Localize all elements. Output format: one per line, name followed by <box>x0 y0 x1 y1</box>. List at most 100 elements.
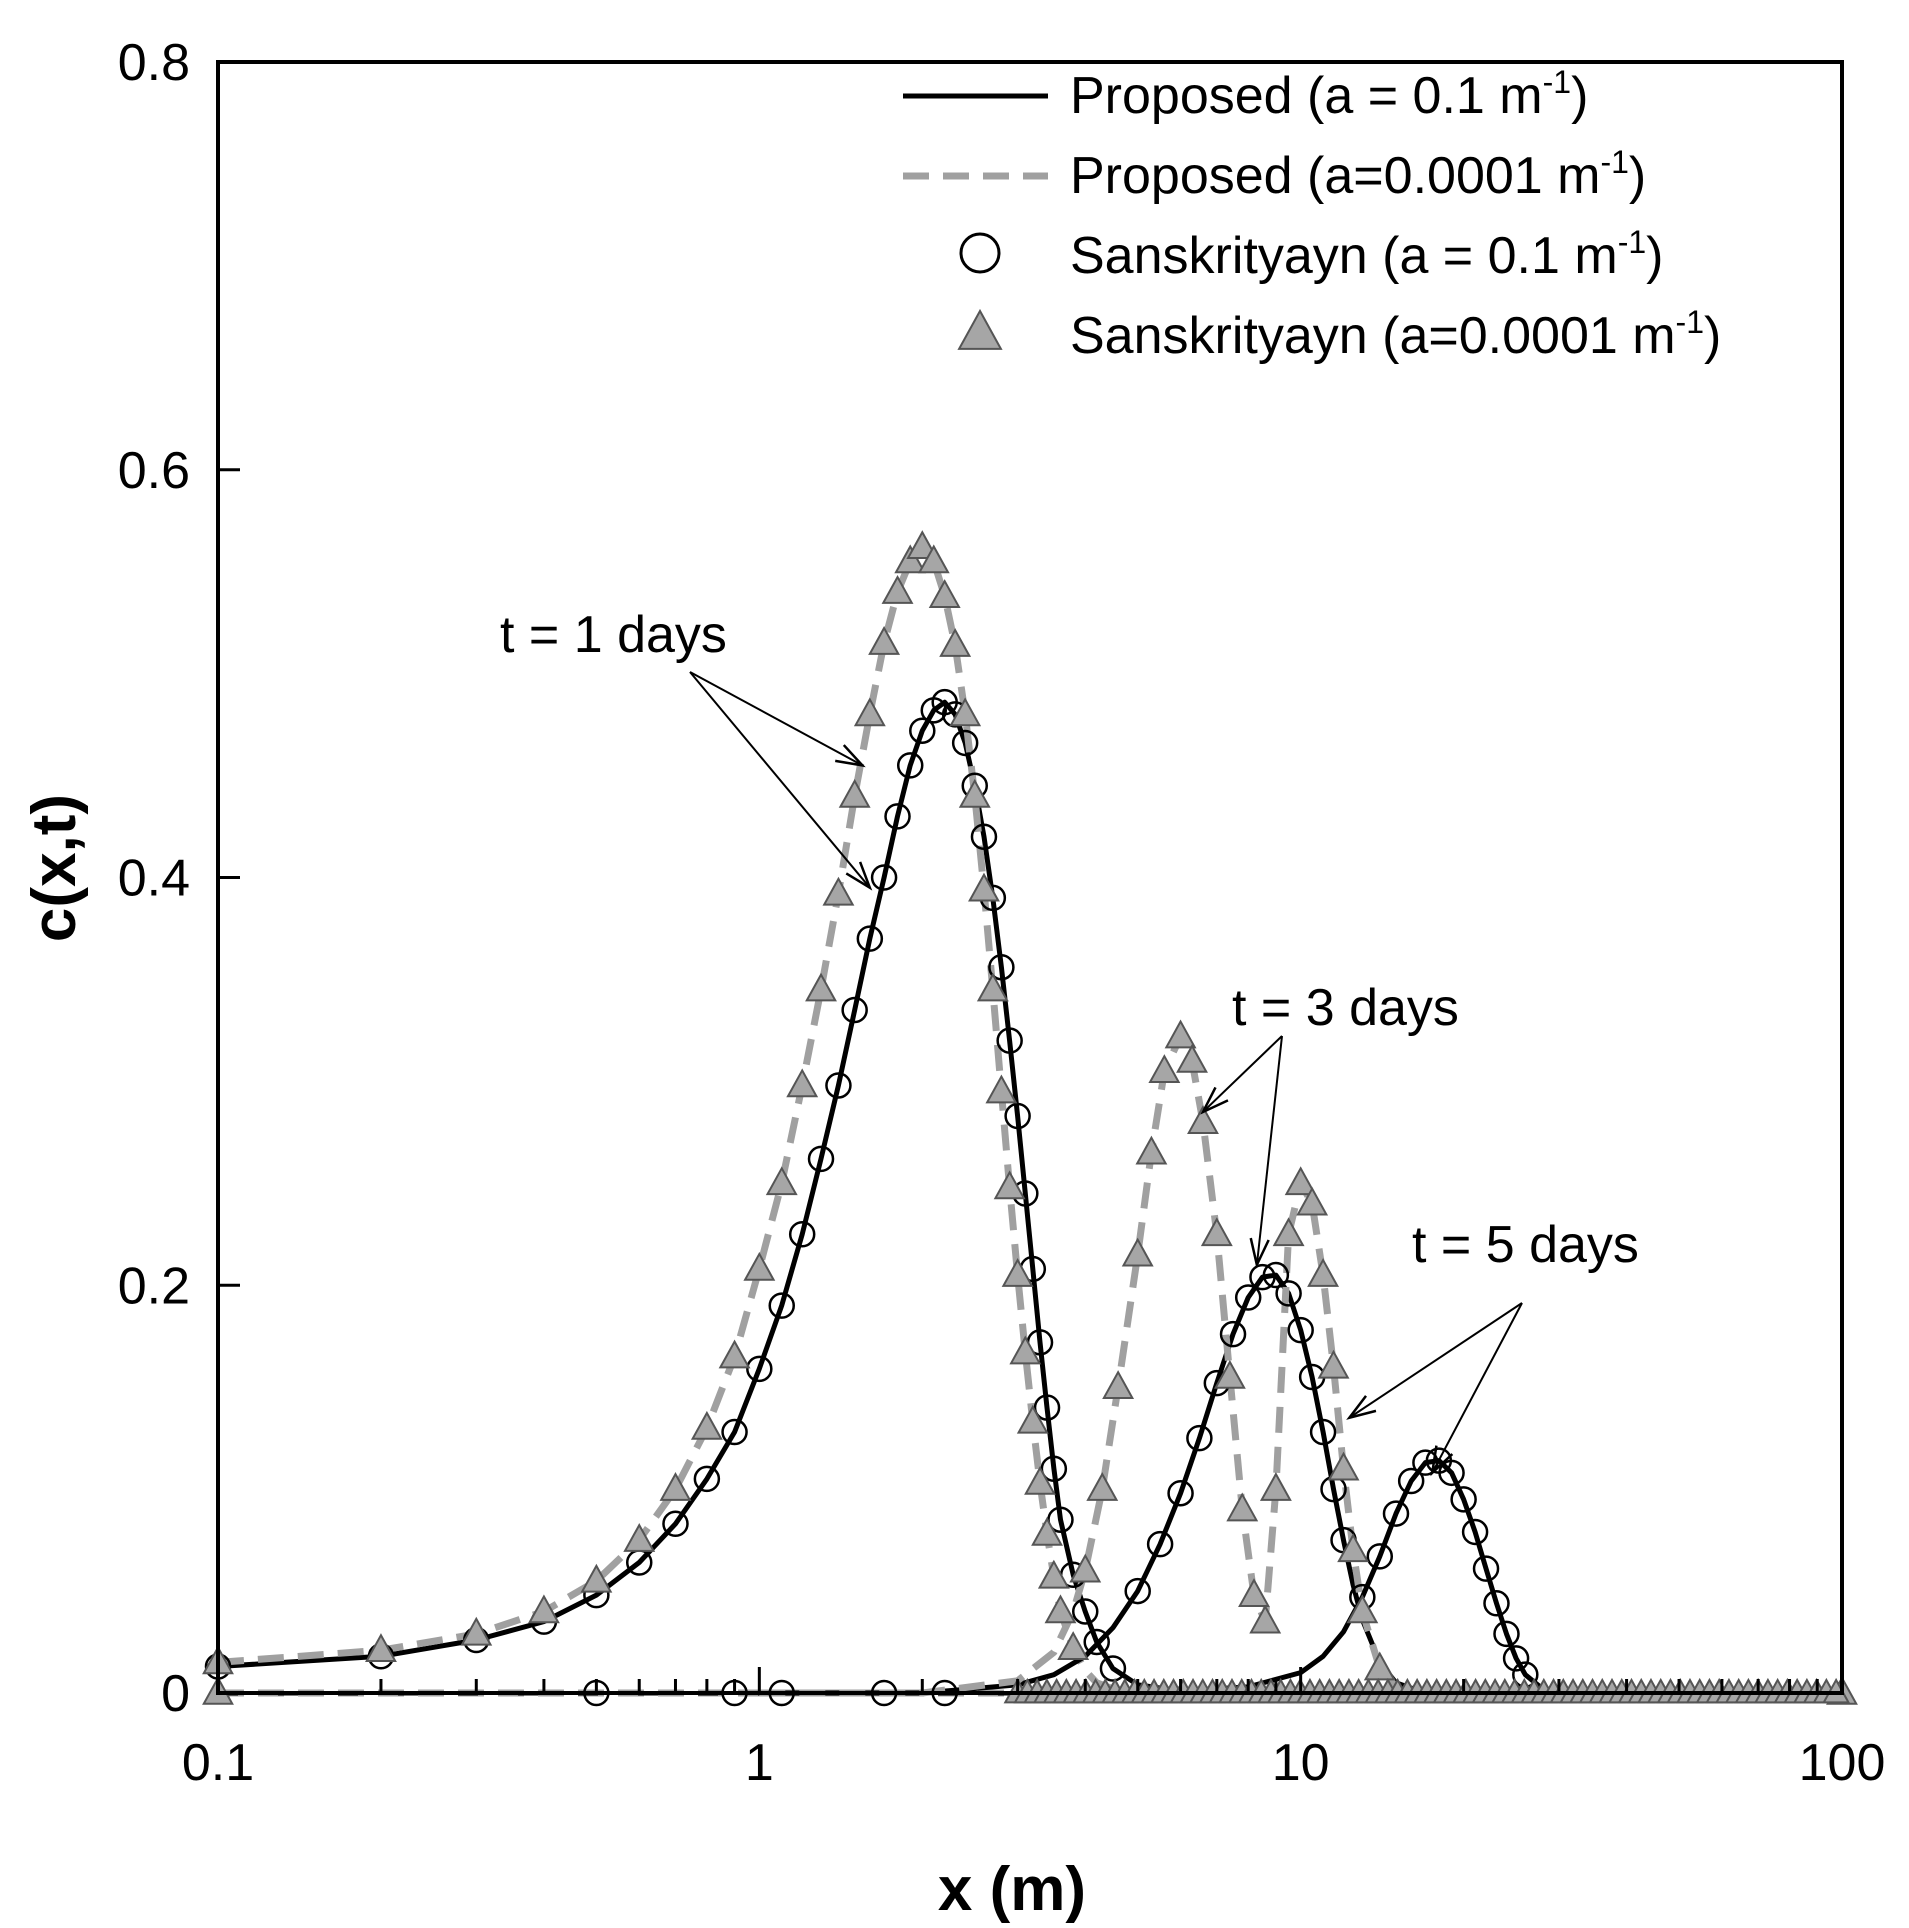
legend-entry-prop_00001: Proposed (a=0.0001 m-1) <box>903 144 1646 205</box>
circle-marker <box>768 1292 795 1319</box>
circle-marker <box>825 1072 852 1099</box>
triangle-marker <box>1272 1217 1305 1247</box>
circle-marker <box>1083 1628 1110 1656</box>
triangle-marker <box>1102 1370 1135 1399</box>
circle-marker <box>1472 1555 1500 1582</box>
legend-label: Sanskrityayn (a = 0.1 m-1) <box>1070 224 1663 285</box>
triangle-marker <box>786 1068 819 1098</box>
triangle-marker <box>1135 1135 1168 1165</box>
circle-marker <box>788 1221 816 1248</box>
legend-label: Proposed (a=0.0001 m-1) <box>1070 144 1646 205</box>
annotation-label: t = 1 days <box>500 606 727 664</box>
axes-layer: 0.1 1 10 100 0 0.2 0.4 0.6 0.8 <box>118 34 1886 1792</box>
triangle-marker <box>805 972 837 1002</box>
annotation-arrow-line <box>689 671 863 767</box>
triangle-marker <box>1213 1359 1246 1389</box>
triangle-marker <box>917 544 950 574</box>
triangle-marker <box>1044 1594 1077 1624</box>
x-tick-label: 100 <box>1799 1734 1886 1792</box>
triangle-marker <box>1016 1404 1049 1434</box>
triangle-marker <box>460 1616 493 1646</box>
triangle-marker <box>718 1339 751 1369</box>
circle-marker <box>1493 1620 1520 1648</box>
triangle-marker <box>765 1166 798 1196</box>
circle-marker <box>1071 1598 1099 1625</box>
circle-marker <box>1099 1655 1127 1682</box>
triangle-marker <box>939 628 972 657</box>
legend-entry-sans_01: Sanskrityayn (a = 0.1 m-1) <box>959 224 1663 285</box>
triangle-marker <box>1086 1472 1119 1501</box>
series-line-1 <box>217 543 1181 1697</box>
triangle-marker <box>580 1563 613 1593</box>
circle-marker <box>1262 1261 1290 1289</box>
y-tick-label: 0.6 <box>118 442 190 500</box>
triangle-marker <box>1069 1553 1102 1583</box>
circle-marker <box>1004 1102 1031 1130</box>
circle-marker <box>1040 1455 1068 1482</box>
circle-marker <box>1124 1577 1151 1605</box>
annotation-arrowhead <box>1430 1445 1454 1477</box>
triangle-marker <box>894 544 927 574</box>
circle-marker <box>970 823 998 850</box>
annotation-arrowhead <box>845 861 873 891</box>
annotations: t = 1 days t = 3 days t = 5 days <box>500 606 1639 1477</box>
legend-entry-prop_01: Proposed (a = 0.1 m-1) <box>903 64 1588 125</box>
triangle-marker <box>1249 1604 1282 1634</box>
triangle-marker <box>868 625 901 655</box>
marker-layer <box>202 530 1858 1707</box>
circle-marker <box>951 729 979 757</box>
triangle-marker <box>743 1251 776 1281</box>
circle-marker <box>1186 1424 1213 1452</box>
triangle-marker <box>1307 1257 1340 1287</box>
triangle-marker <box>976 972 1009 1002</box>
legend-label: Proposed (a = 0.1 m-1) <box>1070 64 1588 125</box>
series-line-3 <box>759 1033 1399 1697</box>
circle-marker <box>1234 1284 1262 1311</box>
legend-swatch-circle <box>959 232 1001 274</box>
series-line-4 <box>1137 1458 1842 1696</box>
x-tick-label: 1 <box>745 1734 774 1792</box>
circle-marker <box>896 752 924 779</box>
circle-marker <box>1309 1418 1337 1446</box>
triangle-marker <box>1284 1166 1317 1196</box>
triangle-marker <box>968 872 1000 902</box>
circle-marker <box>1438 1459 1465 1487</box>
triangle-marker <box>1296 1186 1329 1216</box>
triangle-marker <box>881 575 914 604</box>
triangle-marker <box>1176 1043 1208 1073</box>
circle-marker <box>884 803 911 830</box>
annotation-arrow-line <box>1255 1035 1283 1265</box>
triangle-marker <box>1317 1349 1350 1379</box>
annotation-arrow-line <box>1348 1302 1523 1419</box>
y-axis-title: c(x,t) <box>20 794 89 942</box>
triangle-marker <box>958 778 991 808</box>
triangle-marker <box>928 579 961 608</box>
x-tick-label: 0.1 <box>182 1734 254 1792</box>
annotation-arrowhead <box>1346 1395 1377 1420</box>
y-tick-label: 0.2 <box>118 1257 190 1315</box>
triangle-marker <box>1238 1578 1270 1607</box>
circle-marker <box>721 1418 748 1446</box>
annotation-arrowhead <box>1200 1086 1229 1115</box>
legend-entry-sans_00001: Sanskrityayn (a=0.0001 m-1) <box>957 304 1721 365</box>
triangle-marker <box>527 1594 560 1624</box>
triangle-marker <box>906 530 939 560</box>
triangle-marker <box>822 876 855 906</box>
triangle-marker <box>1057 1631 1090 1660</box>
circle-marker <box>909 717 936 744</box>
circle-marker <box>1219 1320 1247 1348</box>
triangle-marker <box>365 1633 397 1662</box>
circle-marker <box>1249 1263 1276 1291</box>
triangle-marker <box>690 1410 723 1440</box>
x-tick-label: 10 <box>1272 1734 1330 1792</box>
triangle-marker <box>1148 1054 1181 1083</box>
legend: Proposed (a = 0.1 m-1) Proposed (a=0.0001… <box>903 64 1721 365</box>
circle-marker <box>693 1465 721 1493</box>
triangle-marker <box>1200 1217 1233 1247</box>
circle-marker <box>1275 1280 1302 1307</box>
circle-marker <box>1450 1486 1477 1513</box>
circle-marker <box>1397 1467 1425 1495</box>
triangle-marker <box>1259 1472 1292 1501</box>
annotation-label: t = 5 days <box>1412 1216 1639 1274</box>
